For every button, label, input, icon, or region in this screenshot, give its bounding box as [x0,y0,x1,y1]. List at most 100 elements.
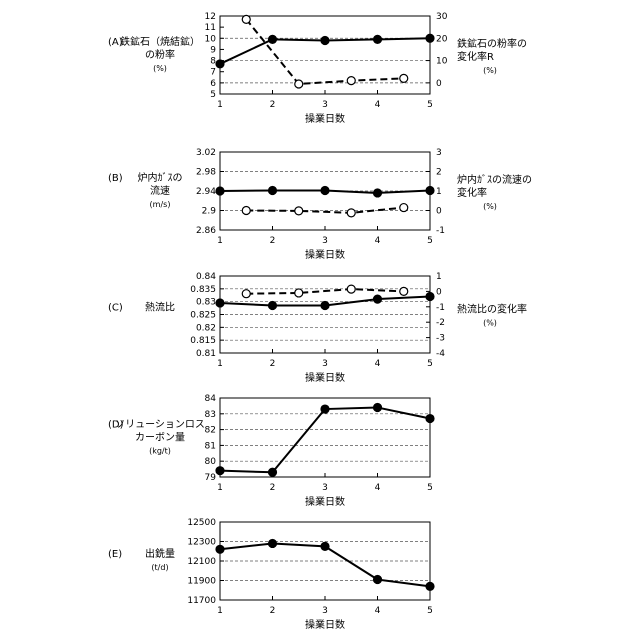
panel-a: 12345操業日数567891011120102030(A)鉄鉱石（焼結鉱）の粉… [108,12,527,125]
y-right-tick-label: 30 [436,12,448,22]
data-point-open [242,207,250,215]
y-right-axis-title: 炉内ｶﾞｽの流速の [457,173,532,186]
data-point-filled [374,35,382,43]
data-point-filled [216,299,224,307]
y-left-tick-label: 0.82 [196,323,216,333]
y-left-tick-label: 79 [205,473,217,483]
y-left-tick-label: 8 [210,57,216,67]
y-right-tick-label: 0 [436,287,442,297]
x-axis-title: 操業日数 [305,112,345,125]
x-tick-label: 3 [322,359,328,369]
y-left-axis-title: 炉内ｶﾞｽの [138,171,183,184]
data-point-filled [269,35,277,43]
x-tick-label: 4 [375,483,381,493]
y-right-axis-title: 変化率R [457,50,494,63]
y-right-axis-title: 変化率 [457,186,487,199]
series-line-dashed [246,289,404,294]
data-point-filled [426,34,434,42]
y-left-tick-label: 80 [205,457,217,467]
y-left-axis-title: 鉄鉱石（焼結鉱） [120,35,200,48]
x-tick-label: 3 [322,100,328,110]
data-point-open [347,77,355,85]
data-point-filled [269,187,277,195]
x-tick-label: 1 [217,359,223,369]
x-tick-label: 1 [217,483,223,493]
x-tick-label: 2 [270,100,276,110]
y-left-axis-title: 流速 [150,184,170,197]
y-left-tick-label: 2.86 [196,226,216,236]
y-left-tick-label: 0.825 [190,311,216,321]
y-right-axis-unit: (%) [483,202,497,211]
data-point-filled [321,37,329,45]
data-point-open [347,209,355,217]
data-point-open [347,285,355,293]
y-left-tick-label: 12300 [187,538,216,548]
y-right-axis-unit: (%) [483,319,497,328]
x-tick-label: 5 [427,606,433,616]
y-left-tick-label: 2.94 [196,187,216,197]
x-tick-label: 3 [322,606,328,616]
x-tick-label: 5 [427,483,433,493]
data-point-filled [426,415,434,423]
y-left-axis-title: ソリューションロス [115,420,205,431]
data-point-filled [216,545,224,553]
y-left-axis-unit: (%) [153,64,167,73]
data-point-filled [216,187,224,195]
y-left-tick-label: 81 [205,441,216,451]
x-axis-title: 操業日数 [305,618,345,631]
y-right-tick-label: 1 [436,272,442,282]
y-left-tick-label: 6 [210,79,216,89]
x-tick-label: 5 [427,236,433,246]
y-left-tick-label: 0.81 [196,349,216,359]
x-axis-title: 操業日数 [305,495,345,508]
data-point-open [242,290,250,298]
x-axis-title: 操業日数 [305,371,345,384]
x-tick-label: 3 [322,236,328,246]
data-point-filled [269,302,277,310]
series-line-solid [220,407,430,472]
data-point-open [295,80,303,88]
panel-label: (C) [108,303,123,314]
data-point-filled [426,293,434,301]
y-right-tick-label: -1 [436,226,445,236]
x-tick-label: 4 [375,100,381,110]
y-left-axis-unit: (t/d) [151,563,168,572]
y-left-tick-label: 2.9 [202,207,217,217]
data-point-filled [426,582,434,590]
panel-label: (E) [108,549,122,560]
data-point-filled [374,403,382,411]
y-left-tick-label: 84 [205,394,217,404]
y-left-tick-label: 12500 [187,518,216,528]
data-point-open [295,207,303,215]
y-left-axis-title: の粉率 [145,48,175,61]
panel-c: 12345操業日数0.810.8150.820.8250.830.8350.84… [108,272,527,384]
data-point-filled [269,468,277,476]
panel-b: 12345操業日数2.862.92.942.983.02-10123(B)炉内ｶ… [108,148,532,261]
y-left-tick-label: 0.83 [196,298,216,308]
y-right-tick-label: 10 [436,57,448,67]
data-point-open [400,287,408,295]
y-right-tick-label: -4 [436,349,445,359]
data-point-filled [374,576,382,584]
x-tick-label: 3 [322,483,328,493]
data-point-filled [216,60,224,68]
y-left-tick-label: 0.84 [196,272,216,282]
x-tick-label: 5 [427,100,433,110]
y-left-axis-title: 熱流比 [145,301,175,314]
x-tick-label: 5 [427,359,433,369]
y-left-axis-unit: (kg/t) [149,447,171,456]
data-point-filled [321,542,329,550]
data-point-filled [321,405,329,413]
y-right-tick-label: 20 [436,34,448,44]
data-point-filled [374,189,382,197]
y-right-axis-unit: (%) [483,66,497,75]
panel-d: 12345操業日数798081828384(D)ソリューションロスカーボン量(k… [108,394,434,508]
y-right-axis-title: 鉄鉱石の粉率の [457,37,527,50]
y-left-tick-label: 2.98 [196,168,216,178]
x-axis-title: 操業日数 [305,248,345,261]
y-left-axis-title: カーボン量 [135,432,185,444]
y-left-tick-label: 12100 [187,557,216,567]
x-tick-label: 2 [270,359,276,369]
data-point-filled [321,187,329,195]
